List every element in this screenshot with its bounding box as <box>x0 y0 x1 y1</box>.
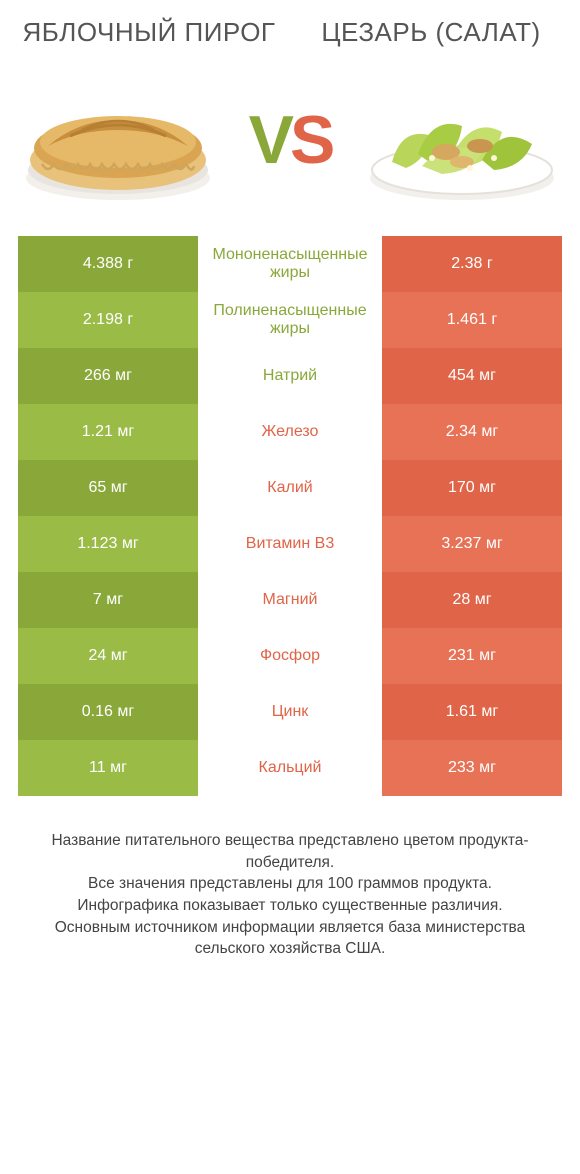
hero-row: VS <box>18 66 562 214</box>
nutrient-table: 4.388 гМононенасыщенные жиры2.38 г2.198 … <box>18 236 562 796</box>
vs-v: V <box>249 106 290 174</box>
table-row: 2.198 гПолиненасыщенные жиры1.461 г <box>18 292 562 348</box>
value-left: 0.16 мг <box>18 684 198 740</box>
table-row: 0.16 мгЦинк1.61 мг <box>18 684 562 740</box>
value-left: 1.21 мг <box>18 404 198 460</box>
nutrient-label: Железо <box>198 404 382 460</box>
value-right: 2.38 г <box>382 236 562 292</box>
value-left: 7 мг <box>18 572 198 628</box>
value-right: 170 мг <box>382 460 562 516</box>
table-row: 266 мгНатрий454 мг <box>18 348 562 404</box>
nutrient-label: Витамин B3 <box>198 516 382 572</box>
footnote-line: Основным источником информации является … <box>24 917 556 960</box>
nutrient-label: Калий <box>198 460 382 516</box>
table-row: 1.123 мгВитамин B33.237 мг <box>18 516 562 572</box>
value-left: 2.198 г <box>18 292 198 348</box>
value-left: 4.388 г <box>18 236 198 292</box>
value-right: 231 мг <box>382 628 562 684</box>
nutrient-label: Магний <box>198 572 382 628</box>
titles-row: ЯБЛОЧНЫЙ ПИРОГ ЦЕЗАРЬ (САЛАТ) <box>18 18 562 48</box>
table-row: 24 мгФосфор231 мг <box>18 628 562 684</box>
salad-image <box>362 66 562 214</box>
value-left: 11 мг <box>18 740 198 796</box>
value-right: 28 мг <box>382 572 562 628</box>
value-right: 1.461 г <box>382 292 562 348</box>
value-left: 266 мг <box>18 348 198 404</box>
footnote-line: Название питательного вещества представл… <box>24 830 556 873</box>
table-row: 1.21 мгЖелезо2.34 мг <box>18 404 562 460</box>
value-left: 24 мг <box>18 628 198 684</box>
nutrient-label: Фосфор <box>198 628 382 684</box>
value-right: 233 мг <box>382 740 562 796</box>
table-row: 4.388 гМононенасыщенные жиры2.38 г <box>18 236 562 292</box>
title-right: ЦЕЗАРЬ (САЛАТ) <box>300 18 562 48</box>
table-row: 7 мгМагний28 мг <box>18 572 562 628</box>
footnote: Название питательного вещества представл… <box>18 830 562 960</box>
nutrient-label: Полиненасыщенные жиры <box>198 292 382 348</box>
value-left: 65 мг <box>18 460 198 516</box>
comparison-infographic: ЯБЛОЧНЫЙ ПИРОГ ЦЕЗАРЬ (САЛАТ) VS <box>0 0 580 1000</box>
nutrient-label: Натрий <box>198 348 382 404</box>
nutrient-label: Цинк <box>198 684 382 740</box>
vs-s: S <box>290 106 331 174</box>
vs-label: VS <box>249 106 332 174</box>
table-row: 11 мгКальций233 мг <box>18 740 562 796</box>
nutrient-label: Мононенасыщенные жиры <box>198 236 382 292</box>
value-right: 3.237 мг <box>382 516 562 572</box>
value-right: 454 мг <box>382 348 562 404</box>
pie-image <box>18 66 218 214</box>
table-row: 65 мгКалий170 мг <box>18 460 562 516</box>
footnote-line: Все значения представлены для 100 граммо… <box>24 873 556 895</box>
value-left: 1.123 мг <box>18 516 198 572</box>
value-right: 1.61 мг <box>382 684 562 740</box>
nutrient-label: Кальций <box>198 740 382 796</box>
value-right: 2.34 мг <box>382 404 562 460</box>
footnote-line: Инфографика показывает только существенн… <box>24 895 556 917</box>
title-left: ЯБЛОЧНЫЙ ПИРОГ <box>18 18 280 48</box>
